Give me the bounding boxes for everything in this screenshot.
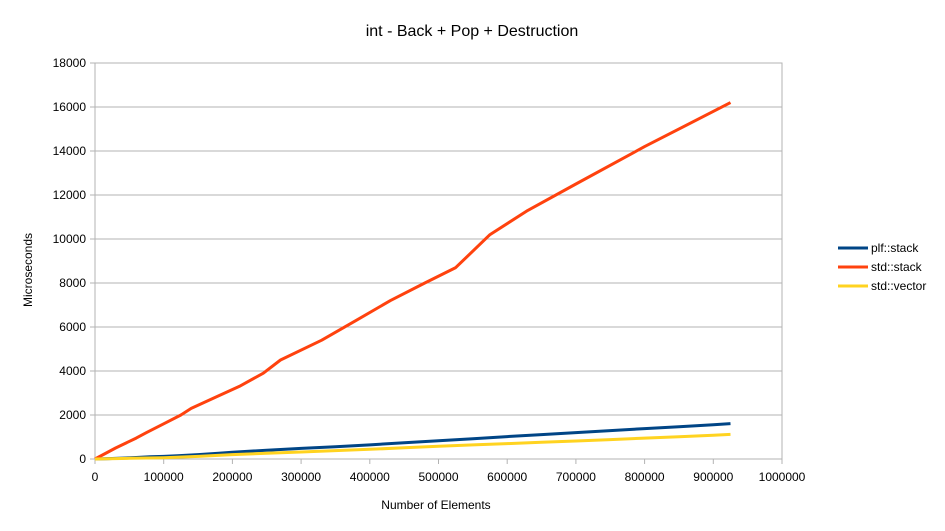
y-tick-label: 18000 [53, 56, 87, 70]
x-tick-labels: 0 100000 200000 300000 400000 500000 600000 700… [92, 470, 806, 484]
y-tick-label: 14000 [53, 144, 87, 158]
y-tick-labels: 0 2000 4000 6000 8000 10000 12000 14000 16000 180… [53, 56, 87, 466]
y-tick-label: 12000 [53, 188, 87, 202]
y-tick-label: 6000 [59, 320, 86, 334]
y-tick-label: 10000 [53, 232, 87, 246]
plot-area-frame [94, 62, 783, 460]
x-tick-label: 800000 [625, 470, 665, 484]
x-tick-label: 700000 [556, 470, 596, 484]
y-tick-label: 16000 [53, 100, 87, 114]
y-axis-title: Microseconds [21, 233, 35, 307]
y-tick-label: 8000 [59, 276, 86, 290]
chart-title: int - Back + Pop + Destruction [366, 23, 579, 40]
legend-label-std-vector: std::vector [871, 279, 926, 293]
x-tick-label: 400000 [350, 470, 390, 484]
y-tick-label: 0 [79, 452, 86, 466]
x-tick-label: 600000 [487, 470, 527, 484]
x-tick-label: 100000 [144, 470, 184, 484]
x-tick-label: 0 [92, 470, 99, 484]
y-tick-label: 2000 [59, 408, 86, 422]
x-tick-label: 300000 [281, 470, 321, 484]
series-line-std-stack [94, 101, 732, 461]
x-tick-label: 200000 [212, 470, 252, 484]
y-tick-label: 4000 [59, 364, 86, 378]
x-tick-label: 1000000 [759, 470, 806, 484]
x-axis-title: Number of Elements [381, 498, 490, 512]
legend-label-std-stack: std::stack [871, 260, 923, 274]
legend-label-plf-stack: plf::stack [871, 241, 919, 255]
x-tick-label: 900000 [693, 470, 733, 484]
series-lines [94, 101, 732, 461]
series-line-std-vector [94, 432, 731, 461]
x-tick-label: 500000 [418, 470, 458, 484]
